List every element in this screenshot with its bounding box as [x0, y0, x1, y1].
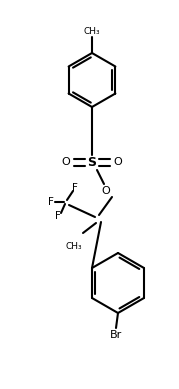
- Text: F: F: [55, 211, 61, 221]
- Text: F: F: [48, 197, 54, 207]
- Text: O: O: [114, 157, 122, 167]
- Text: CH₃: CH₃: [66, 242, 82, 251]
- Text: F: F: [72, 183, 78, 193]
- Text: S: S: [88, 156, 96, 168]
- Text: O: O: [62, 157, 70, 167]
- Text: CH₃: CH₃: [84, 26, 100, 35]
- Text: O: O: [102, 186, 110, 196]
- Text: Br: Br: [110, 330, 122, 340]
